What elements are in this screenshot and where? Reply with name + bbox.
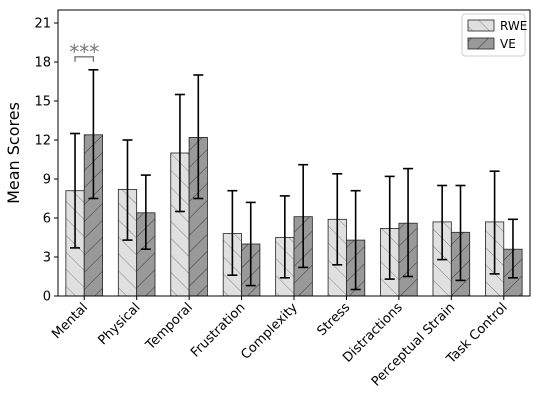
- y-axis: 0 3 6 9 12 15 18 21: [34, 17, 58, 305]
- y-tick-label: 21: [34, 17, 51, 32]
- significance-stars: ***: [69, 40, 99, 64]
- y-tick-label: 18: [34, 56, 51, 71]
- legend-swatch-ve: [467, 37, 495, 50]
- x-tick-label-stress: Stress: [314, 300, 353, 339]
- y-tick-label: 6: [43, 212, 51, 227]
- legend: RWE VE: [461, 13, 527, 57]
- significance-bracket: [74, 56, 95, 62]
- y-tick-label: 0: [43, 290, 51, 305]
- legend-label-rwe: RWE: [500, 19, 527, 33]
- y-tick-label: 12: [34, 134, 51, 149]
- error-bars-group: [70, 69, 518, 291]
- y-axis-title: Mean Scores: [4, 102, 23, 204]
- x-tick-label-physical: Physical: [95, 300, 143, 348]
- y-tick-label: 3: [43, 251, 51, 266]
- x-axis: Mental Physical TemporalFrustrationComplex…: [49, 296, 511, 390]
- y-tick-label: 9: [43, 173, 51, 188]
- legend-label-ve: VE: [500, 37, 516, 51]
- x-tick-label-complexity: Complexity: [238, 300, 301, 363]
- legend-swatch-rwe: [467, 19, 495, 32]
- plot-frame: [57, 9, 531, 297]
- significance-annotations: ***: [69, 40, 99, 64]
- bars-group: [65, 134, 523, 297]
- y-tick-label: 15: [34, 95, 51, 110]
- x-tick-label-mental: Mental: [49, 300, 91, 342]
- x-tick-label-temporal: Temporal: [143, 300, 196, 353]
